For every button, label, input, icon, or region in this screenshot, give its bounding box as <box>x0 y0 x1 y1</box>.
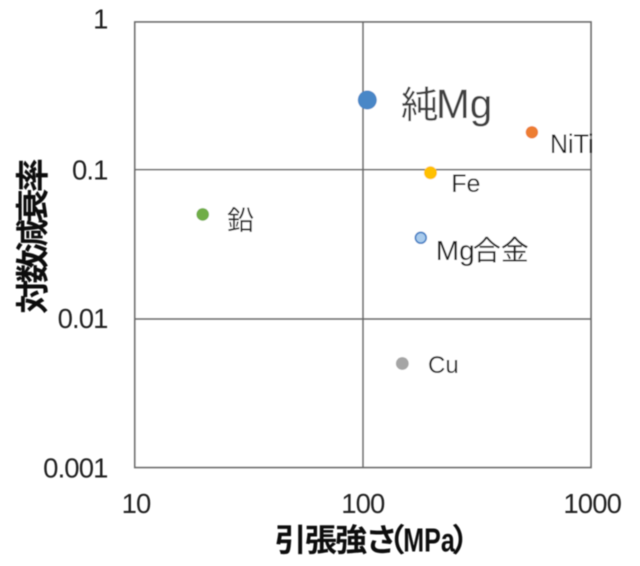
svg-text:Fe: Fe <box>451 170 480 198</box>
svg-text:Mg: Mg <box>436 81 492 127</box>
svg-text:1000: 1000 <box>563 488 621 519</box>
svg-text:0.1: 0.1 <box>72 155 108 186</box>
svg-text:0.001: 0.001 <box>43 453 107 484</box>
svg-text:100: 100 <box>341 488 385 519</box>
svg-text:NiTi: NiTi <box>550 129 594 159</box>
svg-text:10: 10 <box>122 488 151 519</box>
svg-text:1: 1 <box>93 4 107 35</box>
svg-text:Mg: Mg <box>436 235 475 266</box>
svg-text:Cu: Cu <box>428 352 459 379</box>
svg-text:0.01: 0.01 <box>58 303 108 334</box>
svg-text:MPa: MPa <box>403 521 455 558</box>
